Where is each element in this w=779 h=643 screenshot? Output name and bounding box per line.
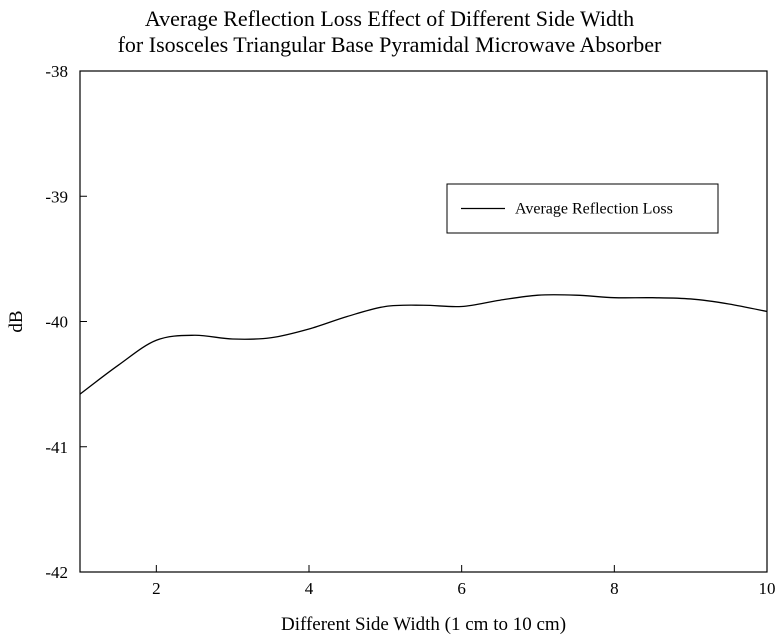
x-tick-label: 6 [457,579,466,598]
series-line [79,294,768,395]
y-tick-label: -38 [45,62,68,81]
y-tick-label: -41 [45,438,68,457]
y-tick-label: -39 [45,187,68,206]
x-tick-label: 10 [759,579,776,598]
series-group [79,294,768,395]
y-axis-title: dB [6,310,27,332]
legend-label: Average Reflection Loss [515,201,673,218]
y-axis: -38 -39 -40 -41 -42 [45,62,87,582]
y-tick-label: -42 [45,563,68,582]
chart-title: Average Reflection Loss Effect of Differ… [0,6,779,58]
y-tick-label: -40 [45,313,68,332]
chart-title-line-2: for Isosceles Triangular Base Pyramidal … [117,32,662,57]
chart-title-line-1: Average Reflection Loss Effect of Differ… [144,6,635,31]
x-tick-label: 4 [305,579,314,598]
legend: Average Reflection Loss [446,183,719,234]
x-tick-label: 2 [152,579,161,598]
x-axis-title: Different Side Width (1 cm to 10 cm) [281,614,566,635]
plot-frame [79,70,768,573]
x-axis: 2 4 6 8 10 [152,565,776,598]
x-tick-label: 8 [610,579,619,598]
